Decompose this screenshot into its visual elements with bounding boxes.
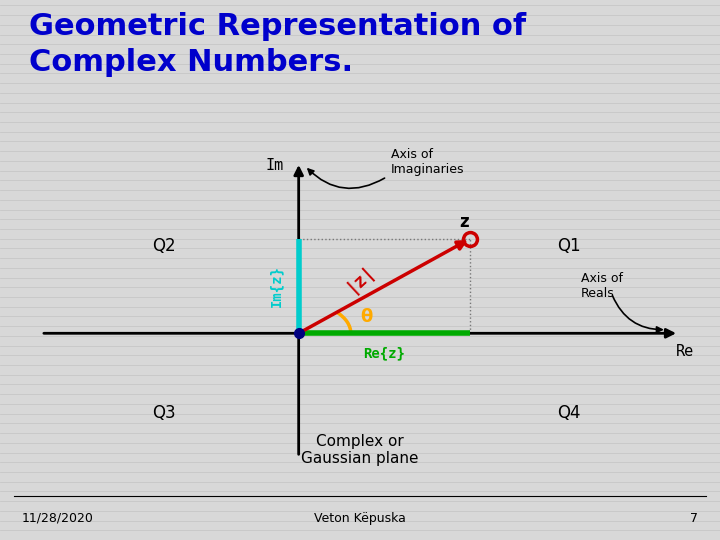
Text: Axis of
Reals: Axis of Reals bbox=[581, 272, 623, 300]
Text: Re{z}: Re{z} bbox=[364, 346, 405, 360]
Text: Q3: Q3 bbox=[152, 404, 176, 422]
Text: Im: Im bbox=[266, 158, 284, 173]
Text: z: z bbox=[459, 213, 469, 231]
Text: Q4: Q4 bbox=[557, 404, 580, 422]
Text: 7: 7 bbox=[690, 512, 698, 525]
Text: Geometric Representation of
Complex Numbers.: Geometric Representation of Complex Numb… bbox=[29, 12, 526, 77]
Text: Complex or
Gaussian plane: Complex or Gaussian plane bbox=[301, 434, 419, 466]
Text: Veton Këpuska: Veton Këpuska bbox=[314, 512, 406, 525]
Text: θ: θ bbox=[360, 308, 372, 326]
Text: |z|: |z| bbox=[342, 261, 378, 296]
Text: Q2: Q2 bbox=[152, 237, 176, 255]
Text: Q1: Q1 bbox=[557, 237, 580, 255]
Text: Axis of
Imaginaries: Axis of Imaginaries bbox=[391, 148, 464, 176]
Text: 11/28/2020: 11/28/2020 bbox=[22, 512, 94, 525]
Text: Re: Re bbox=[676, 344, 694, 359]
Text: Im{z}: Im{z} bbox=[269, 265, 284, 307]
